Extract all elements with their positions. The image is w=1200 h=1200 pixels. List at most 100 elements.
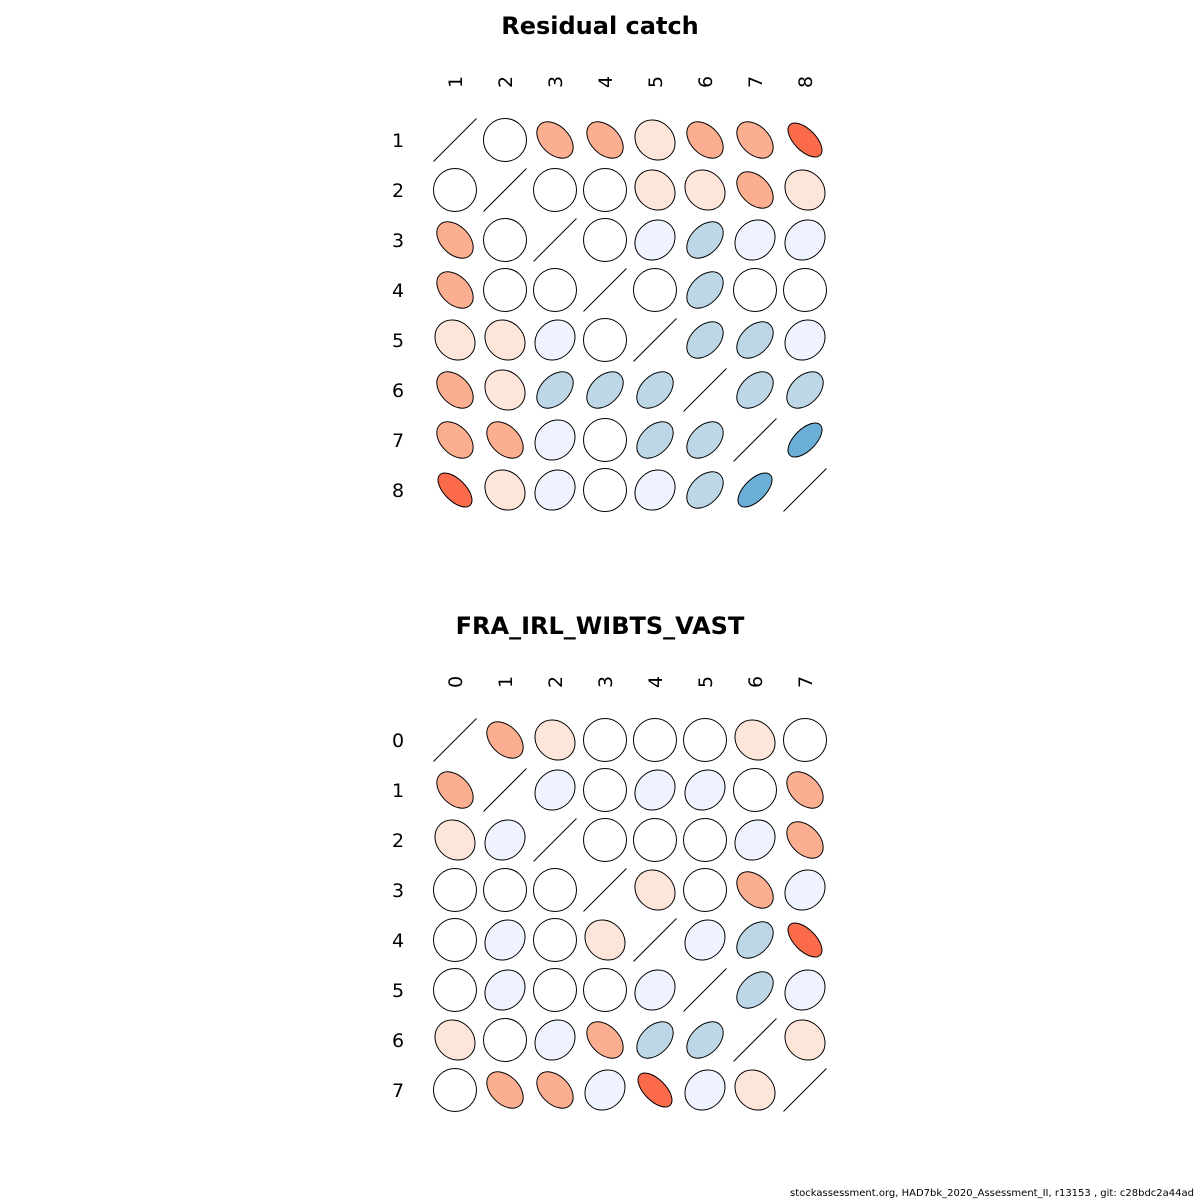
correlation-ellipse <box>734 219 776 261</box>
correlation-ellipse <box>787 122 823 158</box>
correlation-ellipse <box>586 371 624 409</box>
correlation-ellipse <box>583 718 627 762</box>
correlation-ellipse <box>686 321 724 359</box>
row-label: 3 <box>392 230 404 252</box>
correlation-ellipse <box>436 271 474 309</box>
column-label: 0 <box>445 676 467 688</box>
correlation-ellipse <box>534 319 576 361</box>
correlation-ellipse <box>432 918 477 962</box>
correlation-ellipse <box>783 268 827 312</box>
correlation-ellipse <box>784 1019 826 1061</box>
correlation-ellipse <box>436 371 474 409</box>
correlation-ellipse <box>436 771 474 809</box>
correlation-ellipse <box>786 771 824 809</box>
column-label: 6 <box>745 676 767 688</box>
correlation-ellipse <box>786 821 824 859</box>
correlation-ellipse <box>533 168 577 212</box>
row-label: 7 <box>392 1080 404 1102</box>
diagonal-line <box>733 418 777 462</box>
correlation-ellipse <box>586 121 624 159</box>
row-label: 8 <box>392 480 404 502</box>
column-label: 2 <box>495 76 517 88</box>
correlation-ellipse <box>686 421 724 459</box>
correlation-ellipse <box>433 868 478 912</box>
correlation-ellipse <box>533 918 577 962</box>
correlation-ellipse <box>784 969 826 1011</box>
correlation-ellipse <box>783 718 827 762</box>
diagonal-line <box>733 1018 777 1062</box>
correlation-ellipse <box>683 818 727 862</box>
diagonal-line <box>483 168 527 212</box>
correlation-ellipse <box>634 969 676 1011</box>
column-label: 3 <box>545 76 567 88</box>
correlation-ellipse <box>534 1019 576 1061</box>
correlation-ellipse <box>583 768 627 812</box>
correlation-ellipse <box>436 421 474 459</box>
correlation-ellipse <box>634 869 676 911</box>
correlation-ellipse <box>533 968 577 1012</box>
diagonal-line <box>683 968 727 1012</box>
correlation-ellipse <box>684 1069 726 1111</box>
correlation-ellipse <box>734 719 776 761</box>
row-label: 2 <box>392 830 404 852</box>
fra-irl-wibts-vast-panel: FRA_IRL_WIBTS_VAST 0 1 2 3 4 5 6 7 0 1 2 3 4 5 6 7 <box>392 612 827 1112</box>
column-label: 1 <box>495 676 517 688</box>
correlation-ellipse <box>683 718 727 762</box>
column-label: 8 <box>795 76 817 88</box>
correlation-ellipse <box>536 371 574 409</box>
correlation-ellipse <box>486 421 524 459</box>
correlation-ellipse <box>583 418 627 462</box>
correlation-ellipse <box>634 219 676 261</box>
correlation-ellipse <box>786 371 824 409</box>
correlation-ellipse <box>634 769 676 811</box>
correlation-ellipse <box>432 968 477 1012</box>
column-label: 4 <box>645 676 667 688</box>
correlation-ellipse <box>536 121 574 159</box>
correlation-ellipse <box>583 468 627 512</box>
correlation-ellipse <box>734 819 776 861</box>
correlation-ellipse <box>784 319 826 361</box>
correlation-ellipse <box>533 868 577 912</box>
correlation-ellipse <box>684 919 726 961</box>
correlation-ellipse <box>536 1071 574 1109</box>
correlation-ellipse <box>737 472 773 508</box>
diagonal-line <box>683 368 727 412</box>
diagonal-line <box>583 868 627 912</box>
correlation-ellipse <box>686 121 724 159</box>
row-label: 1 <box>392 130 404 152</box>
correlation-ellipse <box>686 271 724 309</box>
correlation-ellipse <box>736 171 774 209</box>
correlation-ellipse <box>736 971 774 1009</box>
diagonal-line <box>633 318 677 362</box>
correlation-ellipse <box>784 869 826 911</box>
chart-title: Residual catch <box>501 12 699 40</box>
column-label: 7 <box>795 676 817 688</box>
correlation-ellipse <box>787 422 823 458</box>
correlation-ellipse <box>483 218 527 262</box>
correlation-ellipse <box>736 871 774 909</box>
column-label: 3 <box>595 676 617 688</box>
correlation-ellipse <box>733 768 777 812</box>
correlation-ellipse <box>483 1018 527 1062</box>
correlation-ellipse <box>434 819 476 861</box>
row-label: 5 <box>392 330 404 352</box>
correlation-ellipse <box>533 268 577 312</box>
correlation-ellipse <box>484 819 526 861</box>
diagonal-line <box>433 718 477 762</box>
column-label: 2 <box>545 676 567 688</box>
correlation-ellipse <box>634 169 676 211</box>
correlation-ellipse <box>633 268 677 312</box>
column-label: 7 <box>745 76 767 88</box>
correlation-ellipse <box>583 218 627 262</box>
correlation-ellipse <box>534 769 576 811</box>
correlation-ellipse <box>634 119 676 161</box>
correlation-ellipse <box>433 1068 478 1112</box>
row-label: 2 <box>392 180 404 202</box>
correlation-ellipse <box>736 371 774 409</box>
correlation-ellipse <box>586 1021 624 1059</box>
row-label: 5 <box>392 980 404 1002</box>
residual-catch-panel: Residual catch 1 2 3 4 5 6 7 8 1 2 3 4 5 6 7 8 <box>392 12 827 512</box>
correlation-ellipse <box>483 868 527 912</box>
correlation-ellipse <box>583 318 627 362</box>
correlation-ellipse <box>583 818 627 862</box>
